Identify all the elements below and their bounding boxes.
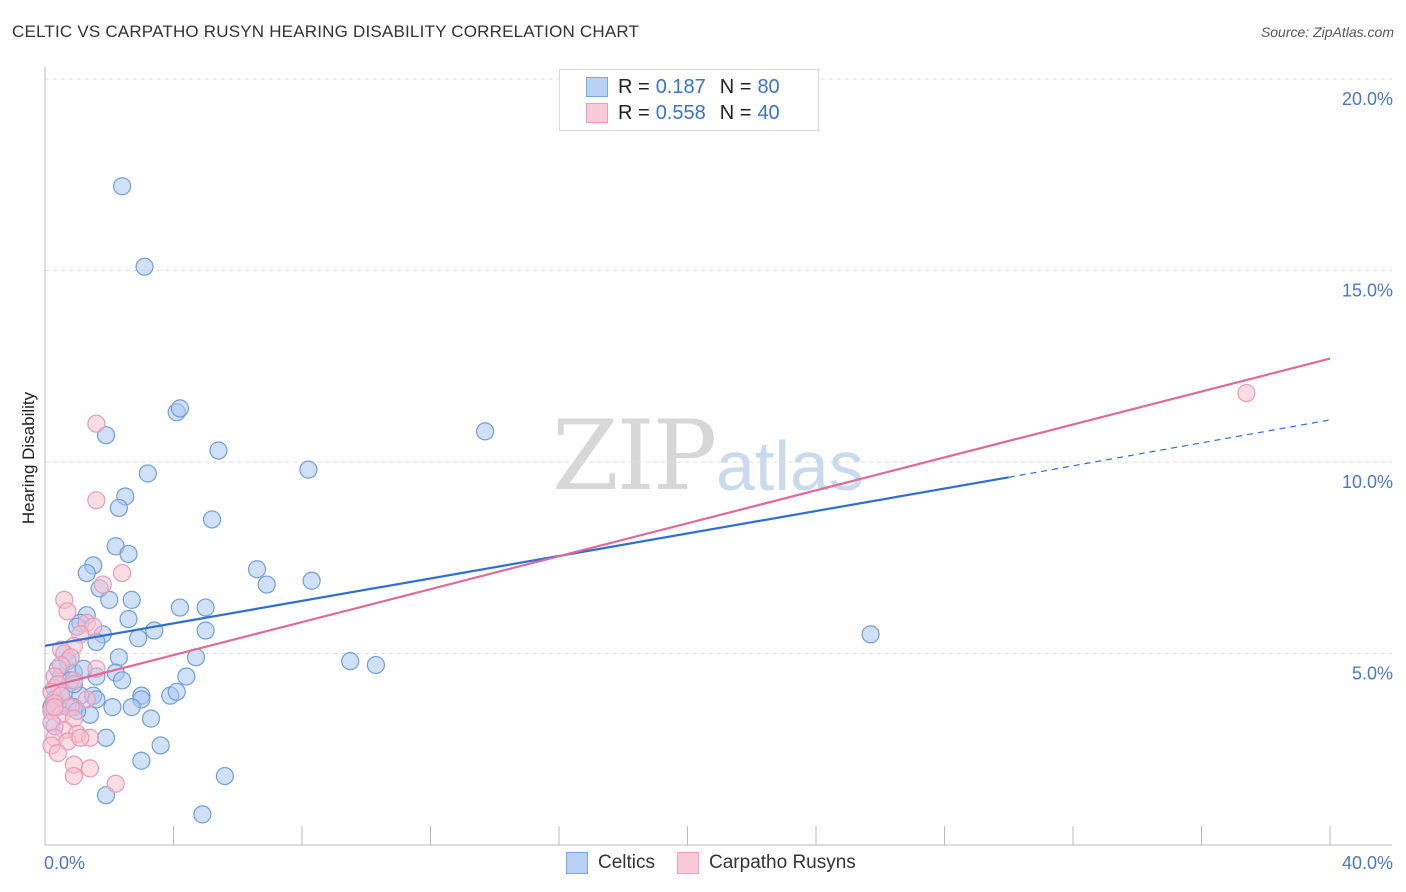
axis-labels: 5.0% 10.0% 15.0% 20.0% 0.0% 40.0% Hearing Disa…: [19, 89, 1393, 873]
celtic-point: [193, 805, 212, 824]
legend-r-label: R =: [618, 75, 650, 98]
celtic-point: [151, 736, 170, 755]
celtic-point: [100, 590, 119, 609]
legend-n-label: N =: [719, 101, 752, 124]
watermark-zip: ZIP: [552, 400, 717, 512]
bottom-legend: Celtics Carpatho Rusyns: [566, 852, 878, 874]
rusyn-point: [93, 575, 112, 594]
celtic-point: [170, 399, 190, 418]
x-tick-label: 0.0%: [44, 853, 85, 873]
celtic-point: [122, 590, 141, 609]
x-tick-label: 40.0%: [1342, 853, 1393, 873]
celtic-point: [476, 422, 495, 441]
chart-title: CELTIC VS CARPATHO RUSYN HEARING DISABIL…: [12, 22, 640, 41]
celtic-point: [257, 575, 276, 594]
celtic-point: [109, 498, 128, 518]
legend: R = 0.187 N = 80 R = 0.558 N = 40: [559, 69, 819, 131]
bottom-legend-item-celtics[interactable]: Celtics: [566, 852, 655, 874]
axes: [44, 67, 1392, 846]
rusyn-trend-line: [44, 357, 1331, 690]
y-tick-label: 15.0%: [1342, 281, 1393, 301]
y-tick-label: 20.0%: [1342, 89, 1393, 109]
legend-n-value: 40: [757, 101, 780, 124]
celtic-point: [299, 460, 318, 479]
watermark-atlas: atlas: [716, 427, 864, 505]
celtic-point: [135, 257, 154, 276]
legend-row-rusyns: R = 0.558 N = 40: [586, 100, 794, 126]
rusyn-point: [48, 743, 67, 763]
celtic-point: [109, 648, 128, 667]
celtic-point: [129, 629, 148, 648]
celtic-point: [112, 671, 132, 690]
celtic-point: [167, 682, 186, 701]
celtic-point: [132, 751, 151, 770]
celtic-trend-line: [44, 476, 1009, 647]
trend-lines: [44, 357, 1331, 690]
celtic-point: [119, 609, 138, 629]
data-points: [42, 177, 1256, 824]
rusyn-point: [77, 690, 96, 709]
celtic-point: [170, 598, 190, 617]
celtic-point: [112, 177, 132, 196]
celtic-point: [96, 728, 116, 747]
rusyn-point: [87, 491, 106, 510]
legend-r-value: 0.187: [655, 75, 706, 98]
celtic-point: [861, 625, 880, 644]
celtic-point: [141, 709, 161, 728]
bottom-legend-swatch-rusyns: [677, 852, 700, 874]
grid-lines: [45, 78, 1392, 654]
y-axis-label: Hearing Disability: [19, 391, 38, 524]
legend-n-label: N =: [719, 75, 752, 98]
celtic-point: [366, 655, 385, 675]
rusyn-point: [106, 774, 125, 793]
celtic-point: [77, 563, 96, 583]
celtic-point: [103, 698, 122, 717]
celtic-point: [247, 560, 267, 579]
rusyn-point: [87, 414, 106, 433]
celtic-point: [196, 621, 215, 640]
celtic-point: [177, 667, 196, 686]
bottom-legend-swatch-celtics: [566, 852, 588, 874]
celtic-point: [119, 544, 138, 564]
source-label: Source: ZipAtlas.com: [1260, 24, 1394, 40]
legend-r-label: R =: [618, 101, 650, 124]
legend-n-value: 80: [757, 75, 780, 98]
legend-swatch-celtics: [586, 77, 608, 97]
celtic-point: [302, 571, 321, 590]
rusyn-point: [80, 759, 100, 778]
rusyn-point: [112, 563, 132, 583]
legend-r-value: 0.558: [655, 101, 706, 124]
rusyn-point: [58, 602, 77, 621]
bottom-legend-item-rusyns[interactable]: Carpatho Rusyns: [677, 852, 856, 874]
bottom-legend-label-rusyns: Carpatho Rusyns: [709, 852, 856, 873]
celtic-point: [196, 598, 215, 617]
y-tick-label: 5.0%: [1352, 664, 1393, 684]
y-tick-label: 10.0%: [1342, 472, 1393, 492]
rusyn-point: [1237, 383, 1256, 403]
rusyn-point: [45, 698, 64, 717]
legend-swatch-rusyns: [586, 103, 608, 123]
bottom-legend-label-celtics: Celtics: [598, 852, 656, 873]
celtic-point: [122, 698, 141, 717]
celtic-point: [209, 441, 228, 460]
celtic-point: [138, 464, 157, 483]
celtic-point: [145, 621, 164, 640]
celtic-point: [215, 766, 234, 786]
celtic-point: [341, 652, 360, 671]
rusyn-point: [64, 766, 84, 786]
legend-row-celtics: R = 0.187 N = 80: [586, 74, 794, 100]
celtic-point: [202, 510, 222, 529]
rusyn-point: [71, 728, 90, 747]
